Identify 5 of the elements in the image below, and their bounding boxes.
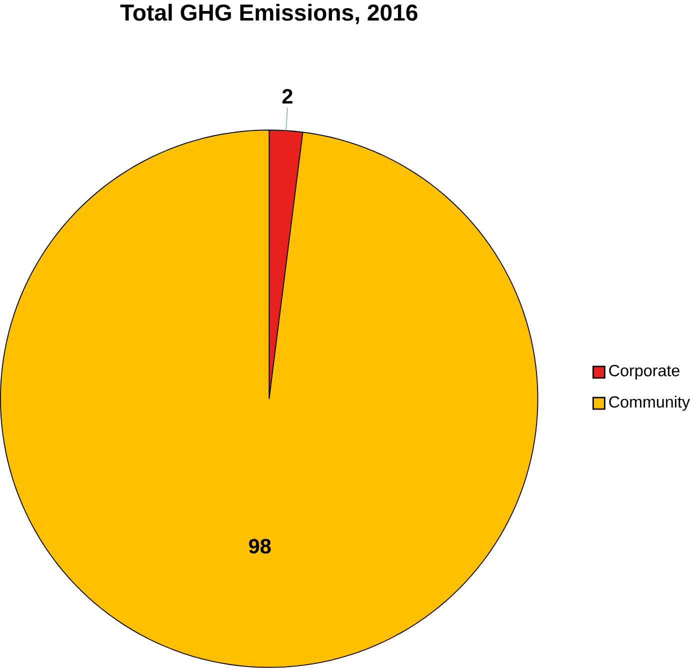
chart-title: Total GHG Emissions, 2016: [120, 4, 418, 24]
legend-label: Corporate: [609, 364, 680, 380]
data-label: 2: [282, 89, 292, 104]
legend-label: Community: [609, 396, 690, 411]
data-label: 98: [249, 538, 271, 554]
